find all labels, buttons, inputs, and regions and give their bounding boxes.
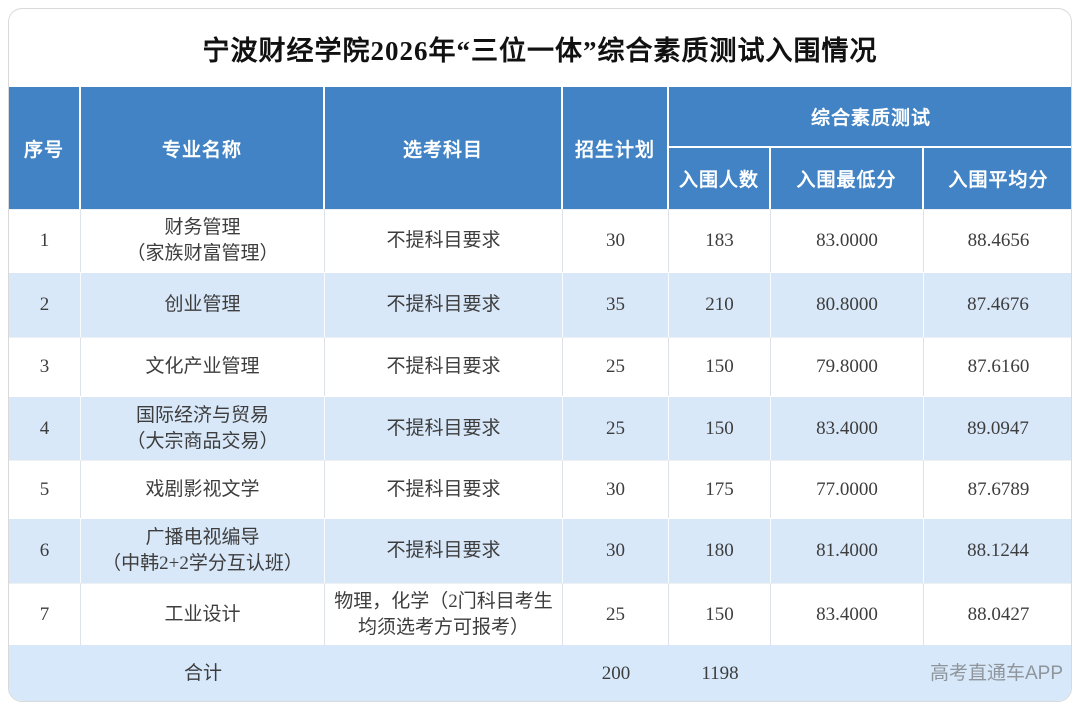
table-row: 1 财务管理 （家族财富管理） 不提科目要求 30 183 83.0000 88.… — [9, 209, 1071, 272]
cell-min-score: 83.4000 — [771, 583, 924, 645]
major-name: 国际经济与贸易 — [135, 404, 269, 426]
major-name: 创业管理 — [164, 294, 241, 316]
cell-plan: 25 — [563, 583, 669, 645]
admission-table: 序号 专业名称 选考科目 招生计划 综合素质测试 入围人数 入围最低分 入围平均… — [9, 87, 1071, 701]
cell-subjects: 不提科目要求 — [325, 518, 563, 583]
cell-major: 财务管理 （家族财富管理） — [81, 209, 325, 272]
cell-major: 广播电视编导 （中韩2+2学分互认班） — [81, 518, 325, 583]
cell-shortlisted: 150 — [669, 337, 771, 396]
cell-plan: 30 — [563, 460, 669, 518]
cell-min-score: 81.4000 — [771, 518, 924, 583]
cell-avg-score: 87.6160 — [924, 337, 1071, 396]
cell-plan: 25 — [563, 396, 669, 460]
cell-shortlisted: 210 — [669, 272, 771, 337]
major-note: （中韩2+2学分互认班） — [102, 553, 303, 574]
total-shortlisted: 1198 — [669, 645, 771, 701]
table-row: 2 创业管理 不提科目要求 35 210 80.8000 87.4676 — [9, 272, 1071, 337]
total-empty-index — [9, 645, 81, 701]
table-card: 宁波财经学院2026年“三位一体”综合素质测试入围情况 序号 专业名称 选考科目… — [8, 8, 1072, 702]
cell-index: 3 — [9, 337, 81, 396]
cell-avg-score: 88.1244 — [924, 518, 1071, 583]
total-plan: 200 — [563, 645, 669, 701]
cell-min-score: 83.0000 — [771, 209, 924, 272]
table-row: 3 文化产业管理 不提科目要求 25 150 79.8000 87.6160 — [9, 337, 1071, 396]
col-header-avg-score: 入围平均分 — [924, 148, 1071, 209]
cell-major: 戏剧影视文学 — [81, 460, 325, 518]
cell-min-score: 79.8000 — [771, 337, 924, 396]
cell-index: 5 — [9, 460, 81, 518]
cell-subjects: 不提科目要求 — [325, 460, 563, 518]
cell-plan: 30 — [563, 209, 669, 272]
cell-subjects: 不提科目要求 — [325, 337, 563, 396]
major-name: 广播电视编导 — [145, 527, 260, 549]
cell-avg-score: 88.4656 — [924, 209, 1071, 272]
cell-major: 工业设计 — [81, 583, 325, 645]
cell-shortlisted: 183 — [669, 209, 771, 272]
total-empty-min — [771, 645, 924, 701]
cell-min-score: 80.8000 — [771, 272, 924, 337]
cell-min-score: 83.4000 — [771, 396, 924, 460]
col-header-major: 专业名称 — [81, 87, 325, 209]
cell-index: 6 — [9, 518, 81, 583]
cell-index: 4 — [9, 396, 81, 460]
cell-avg-score: 87.6789 — [924, 460, 1071, 518]
cell-shortlisted: 150 — [669, 583, 771, 645]
major-name: 工业设计 — [164, 603, 241, 625]
table-row: 7 工业设计 物理，化学（2门科目考生均须选考方可报考） 25 150 83.4… — [9, 583, 1071, 645]
col-header-index: 序号 — [9, 87, 81, 209]
table-row: 4 国际经济与贸易 （大宗商品交易） 不提科目要求 25 150 83.4000 … — [9, 396, 1071, 460]
cell-plan: 25 — [563, 337, 669, 396]
col-header-shortlisted: 入围人数 — [669, 148, 771, 209]
major-note: （大宗商品交易） — [126, 430, 279, 452]
table-header: 序号 专业名称 选考科目 招生计划 综合素质测试 入围人数 入围最低分 入围平均… — [9, 87, 1071, 209]
cell-subjects: 不提科目要求 — [325, 396, 563, 460]
cell-index: 2 — [9, 272, 81, 337]
cell-min-score: 77.0000 — [771, 460, 924, 518]
cell-major: 文化产业管理 — [81, 337, 325, 396]
cell-avg-score: 89.0947 — [924, 396, 1071, 460]
col-header-plan: 招生计划 — [563, 87, 669, 209]
cell-avg-score: 87.4676 — [924, 272, 1071, 337]
major-note: （家族财富管理） — [126, 243, 279, 264]
cell-shortlisted: 180 — [669, 518, 771, 583]
col-header-subjects: 选考科目 — [325, 87, 563, 209]
cell-subjects: 不提科目要求 — [325, 272, 563, 337]
cell-index: 7 — [9, 583, 81, 645]
cell-subjects: 物理，化学（2门科目考生均须选考方可报考） — [325, 583, 563, 645]
cell-subjects: 不提科目要求 — [325, 209, 563, 272]
cell-shortlisted: 175 — [669, 460, 771, 518]
major-name: 文化产业管理 — [145, 356, 260, 378]
col-header-min-score: 入围最低分 — [771, 148, 924, 209]
major-name: 财务管理 — [164, 217, 241, 239]
cell-plan: 35 — [563, 272, 669, 337]
page-title: 宁波财经学院2026年“三位一体”综合素质测试入围情况 — [202, 35, 878, 66]
cell-major: 国际经济与贸易 （大宗商品交易） — [81, 396, 325, 460]
cell-index: 1 — [9, 209, 81, 272]
cell-avg-score: 88.0427 — [924, 583, 1071, 645]
cell-shortlisted: 150 — [669, 396, 771, 460]
total-label: 合计 — [81, 645, 325, 701]
total-empty-subjects — [325, 645, 563, 701]
col-header-group-test: 综合素质测试 — [669, 87, 1071, 148]
major-name: 戏剧影视文学 — [145, 478, 260, 500]
total-row: 合计 200 1198 高考直通车APP — [9, 645, 1071, 701]
watermark: 高考直通车APP — [924, 645, 1071, 701]
table-row: 5 戏剧影视文学 不提科目要求 30 175 77.0000 87.6789 — [9, 460, 1071, 518]
table-row: 6 广播电视编导 （中韩2+2学分互认班） 不提科目要求 30 180 81.40… — [9, 518, 1071, 583]
cell-plan: 30 — [563, 518, 669, 583]
cell-major: 创业管理 — [81, 272, 325, 337]
